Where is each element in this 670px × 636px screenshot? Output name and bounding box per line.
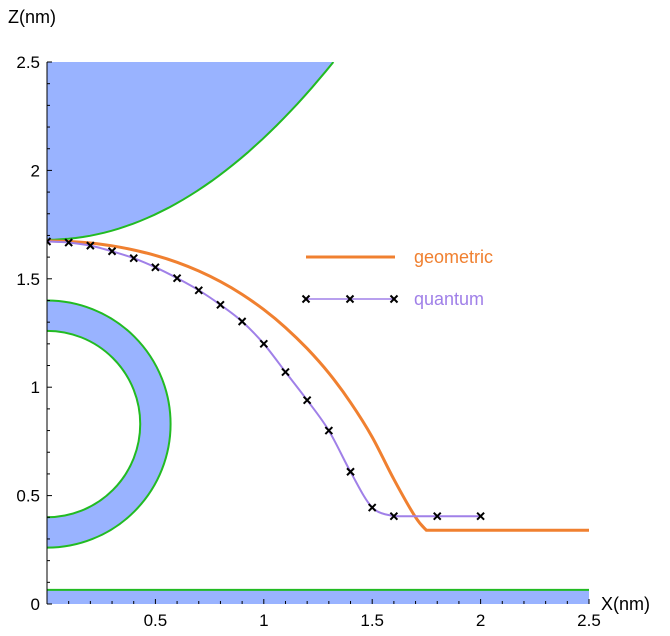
data-point [151, 263, 160, 272]
substrate-shape [47, 589, 589, 604]
data-point [86, 241, 95, 250]
axes: 0 0.5 1 1.5 2 2.5 0.5 1 1.5 2 2.5 [16, 53, 600, 630]
data-point [389, 511, 399, 521]
legend-marker [345, 294, 355, 304]
ring-shape [47, 300, 171, 548]
y-tick-label: 1.5 [16, 270, 40, 289]
ring-inner-outline [47, 329, 142, 519]
legend-label: quantum [414, 289, 484, 309]
data-point [194, 286, 203, 295]
series-geometric [47, 239, 589, 532]
data-point [476, 511, 485, 521]
data-point [64, 238, 73, 247]
legend-entry: quantum [301, 289, 484, 309]
x-tick-label: 0.5 [144, 611, 168, 630]
geometry-shapes [47, 62, 589, 604]
data-point [302, 396, 312, 405]
legend-marker [389, 294, 399, 304]
data-point [259, 339, 269, 349]
y-axis-label: Z(nm) [8, 7, 56, 27]
data-point [129, 253, 138, 263]
data-point [237, 317, 247, 326]
data-point [367, 503, 377, 512]
x-tick-label: 2.5 [577, 611, 601, 630]
series-quantum [47, 237, 485, 521]
data-point [216, 300, 225, 310]
data-point [281, 367, 290, 377]
series-layer [47, 237, 589, 532]
x-axis-label: X(nm) [601, 594, 650, 614]
ring-outer-outline [47, 299, 172, 549]
y-tick-label: 2 [31, 161, 40, 180]
tip-outline [47, 62, 335, 241]
x-tick-label: 1 [259, 611, 268, 630]
legend-entry: geometric [306, 247, 493, 267]
data-point [47, 237, 52, 246]
data-point [433, 511, 442, 521]
x-tick-label: 1.5 [360, 611, 384, 630]
y-tick-label: 0 [31, 595, 40, 614]
data-point [107, 247, 117, 256]
y-tick-label: 0.5 [16, 487, 40, 506]
data-point [172, 273, 182, 283]
tip-shape [47, 62, 334, 240]
y-tick-label: 2.5 [16, 53, 40, 72]
legend-marker [301, 294, 311, 304]
series-line [47, 239, 589, 532]
y-tick-label: 1 [31, 378, 40, 397]
data-point [346, 467, 355, 476]
x-tick-label: 2 [476, 611, 485, 630]
data-point [324, 426, 334, 435]
legend: geometric quantum [301, 247, 493, 309]
legend-label: geometric [414, 247, 493, 267]
series-line [47, 240, 481, 518]
